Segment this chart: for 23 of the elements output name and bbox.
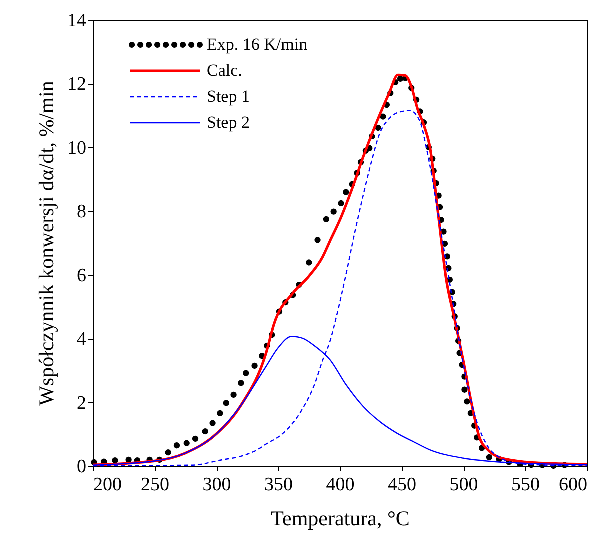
- x-tick-label: 350: [264, 474, 293, 496]
- x-tick-label: 500: [450, 474, 478, 496]
- y-tick-label: 10: [68, 138, 86, 159]
- legend-label: Exp. 16 K/min: [207, 35, 308, 54]
- y-tick-label: 12: [68, 74, 86, 96]
- legend-label: Step 1: [207, 87, 250, 106]
- y-tick-label: 2: [77, 392, 86, 414]
- x-tick-label: 450: [388, 474, 416, 496]
- x-tick-label: 600: [559, 474, 588, 496]
- y-tick-label: 8: [77, 202, 86, 223]
- x-tick-label: 300: [202, 474, 232, 496]
- y-tick-label: 14: [68, 10, 87, 32]
- legend-label: Calc.: [207, 61, 242, 80]
- y-tick-label: 6: [77, 265, 86, 286]
- x-tick-label: 250: [141, 474, 170, 496]
- x-tick-label: 200: [94, 474, 122, 496]
- y-axis-title: Współczynnik konwersji dα/dt, %/min: [34, 80, 58, 406]
- legend-label: Step 2: [207, 113, 250, 132]
- x-tick-label: 400: [326, 474, 355, 496]
- y-tick-label: 0: [77, 456, 86, 478]
- y-tick-label: 4: [77, 329, 87, 350]
- x-axis-title: Temperatura, °C: [271, 506, 410, 530]
- x-tick-label: 550: [512, 474, 540, 496]
